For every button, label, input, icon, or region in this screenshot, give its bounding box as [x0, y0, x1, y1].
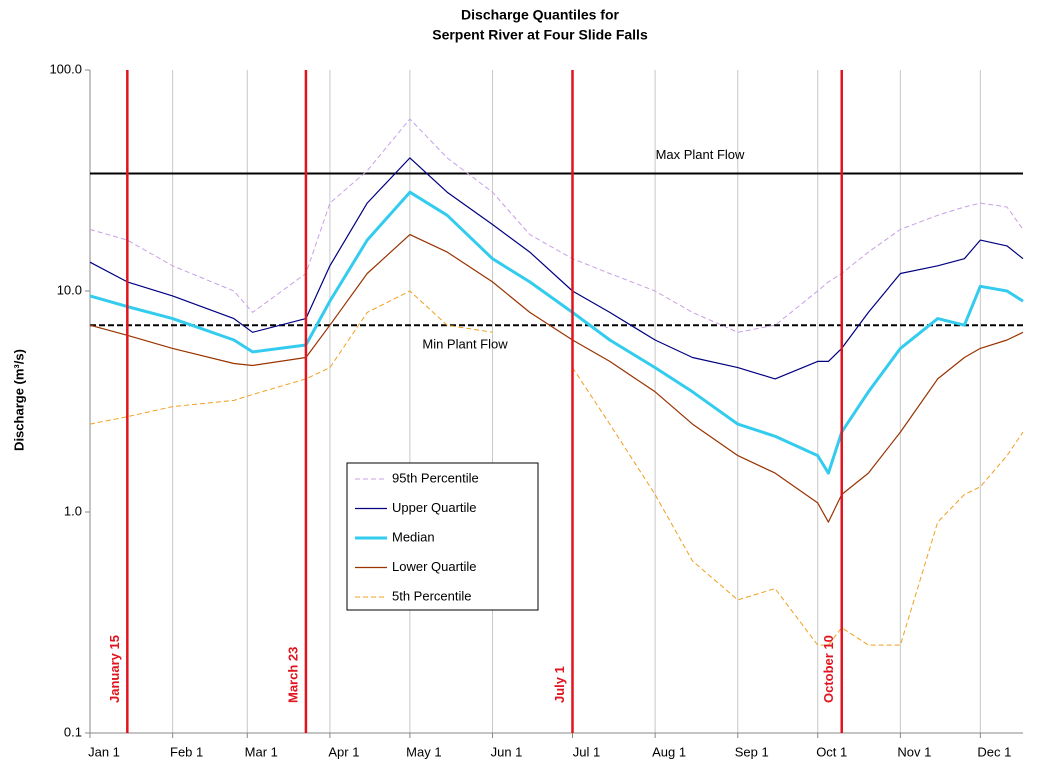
y-tick-label: 0.1 [64, 724, 82, 739]
x-tick-label: Mar 1 [245, 744, 278, 759]
x-tick-label: Sep 1 [735, 744, 769, 759]
legend-label: 5th Percentile [392, 588, 472, 603]
y-tick-label: 1.0 [64, 503, 82, 518]
reference-label: Min Plant Flow [422, 337, 508, 352]
x-tick-label: Oct 1 [816, 744, 847, 759]
reference-label: Max Plant Flow [656, 147, 745, 162]
x-tick-label: Jan 1 [88, 744, 120, 759]
chart-title: Discharge Quantiles for [461, 7, 619, 23]
y-tick-label: 100.0 [49, 61, 82, 76]
legend-label: Upper Quartile [392, 500, 477, 515]
x-tick-label: Aug 1 [652, 744, 686, 759]
legend-label: Median [392, 529, 435, 544]
y-tick-label: 10.0 [57, 282, 82, 297]
legend-label: 95th Percentile [392, 470, 479, 485]
marker-label: January 15 [107, 635, 122, 703]
x-tick-label: Nov 1 [897, 744, 931, 759]
x-tick-label: Apr 1 [328, 744, 359, 759]
x-tick-label: May 1 [406, 744, 441, 759]
series-line [89, 157, 1024, 380]
x-tick-label: Jul 1 [573, 744, 600, 759]
x-tick-label: Dec 1 [977, 744, 1011, 759]
marker-label: October 10 [821, 635, 836, 703]
series-line [89, 118, 1024, 333]
series-line [89, 190, 1024, 475]
legend-label: Lower Quartile [392, 559, 477, 574]
series-line [89, 290, 1024, 646]
marker-label: July 1 [552, 666, 567, 703]
marker-label: March 23 [285, 647, 300, 703]
x-tick-label: Feb 1 [170, 744, 203, 759]
x-tick-label: Jun 1 [491, 744, 523, 759]
y-axis-title: Discharge (m³/s) [11, 349, 26, 451]
series-line [89, 234, 1024, 523]
chart-title: Serpent River at Four Slide Falls [432, 27, 648, 43]
